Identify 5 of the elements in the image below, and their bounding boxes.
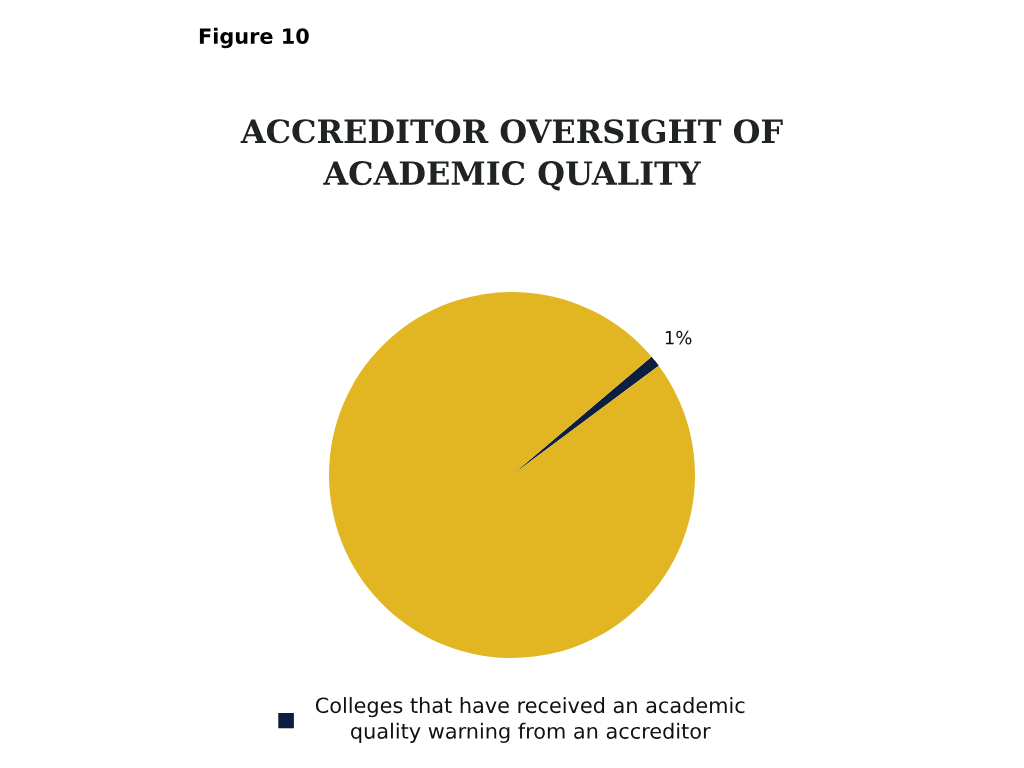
chart-title: ACCREDITOR OVERSIGHT OF ACADEMIC QUALITY [240,119,783,191]
legend-label: Colleges that have received an academic quality warning from an accreditor [315,697,745,743]
pie-slice [329,292,695,658]
caption: Figure 10 [199,27,309,49]
data-label: 1% [665,330,692,345]
